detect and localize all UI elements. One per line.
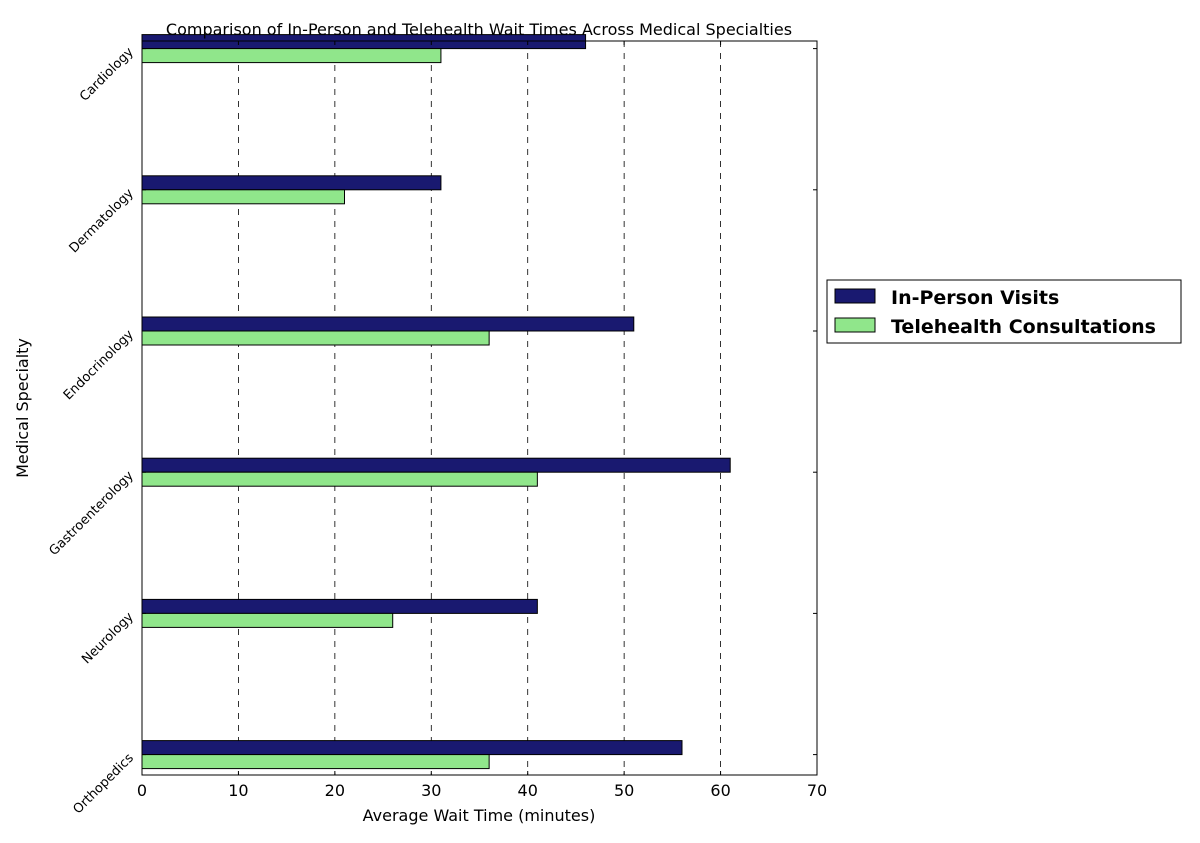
legend-box [826, 279, 1182, 344]
plot-frame [141, 40, 818, 776]
bars-layer [141, 34, 731, 770]
y-tick-label: Gastroenterology [46, 468, 137, 559]
bar-telehealth [141, 471, 538, 487]
bar-telehealth [141, 330, 490, 346]
ticks-layer: 0 10 20 30 40 50 60 70 Cardiology Dermatology Endo… [46, 41, 827, 817]
x-tick-label: 40 [518, 781, 538, 800]
x-tick-label: 20 [325, 781, 345, 800]
bar-telehealth [141, 754, 490, 770]
y-tick-label: Orthopedics [70, 751, 137, 818]
x-tick-label: 10 [228, 781, 248, 800]
bar-telehealth [141, 612, 394, 628]
chart-title: Comparison of In-Person and Telehealth W… [166, 20, 792, 39]
x-tick-label: 50 [614, 781, 634, 800]
y-tick-label: Cardiology [77, 45, 137, 105]
legend-label-in-person: In-Person Visits [891, 287, 1059, 309]
legend-label-telehealth: Telehealth Consultations [891, 316, 1156, 338]
y-axis-label: Medical Specialty [13, 338, 32, 478]
grid-layer [238, 41, 721, 775]
bar-telehealth [141, 48, 442, 64]
y-tick-label: Neurology [79, 609, 137, 667]
legend-swatch-in-person [834, 288, 876, 304]
bar-in-person [141, 316, 635, 332]
bar-in-person [141, 457, 731, 473]
legend: In-Person Visits Telehealth Consultation… [826, 279, 1182, 344]
bar-telehealth [141, 189, 345, 205]
x-axis-label: Average Wait Time (minutes) [363, 806, 596, 825]
y-tick-label: Endocrinology [61, 327, 137, 403]
x-tick-label: 30 [421, 781, 441, 800]
bar-in-person [141, 598, 538, 614]
x-tick-label: 60 [710, 781, 730, 800]
x-tick-label: 0 [137, 781, 147, 800]
legend-swatch-telehealth [834, 317, 876, 333]
y-tick-label: Dermatology [67, 186, 137, 256]
bar-in-person [141, 740, 683, 756]
x-tick-label: 70 [807, 781, 827, 800]
bar-in-person [141, 175, 442, 191]
